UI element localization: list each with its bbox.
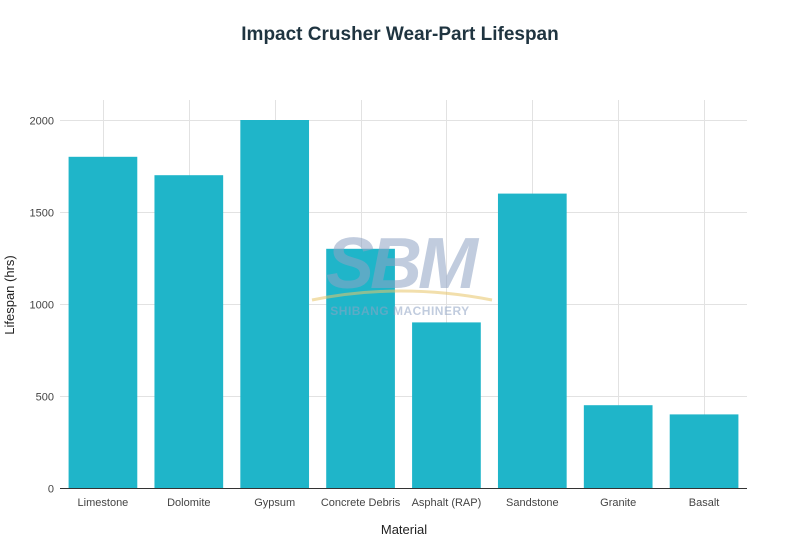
y-tick-label: 2000 <box>30 116 54 128</box>
chart-title: Impact Crusher Wear-Part Lifespan <box>241 24 558 45</box>
x-tick-label: Asphalt (RAP) <box>412 497 482 509</box>
bar <box>412 322 481 488</box>
bar <box>583 405 653 488</box>
y-tick-label: 1500 <box>30 208 54 220</box>
bar <box>154 175 224 488</box>
y-tick-label: 500 <box>36 392 54 404</box>
y-tick-label: 0 <box>48 484 54 496</box>
x-tick-label: Gypsum <box>254 497 295 509</box>
x-tick-label: Basalt <box>689 497 720 509</box>
y-axis-label: Lifespan (hrs) <box>2 255 17 334</box>
x-tick-label: Granite <box>600 497 636 509</box>
x-tick-label: Limestone <box>78 497 129 509</box>
x-tick-label: Concrete Debris <box>321 497 401 509</box>
bar <box>669 414 739 488</box>
bar <box>326 248 395 488</box>
watermark-subtitle: SHIBANG MACHINERY <box>330 304 469 318</box>
x-tick-label: Sandstone <box>506 497 559 509</box>
x-axis-label: Material <box>381 522 427 537</box>
bars <box>68 120 739 489</box>
bar <box>68 156 138 489</box>
bar <box>497 193 567 488</box>
y-axis-ticks: 0 500 1000 1500 2000 <box>30 116 54 496</box>
bar <box>240 120 310 488</box>
watermark-logo: SBM SHIBANG MACHINERY <box>311 224 493 318</box>
watermark-swoosh <box>311 289 493 302</box>
y-tick-label: 1000 <box>30 300 54 312</box>
x-tick-label: Dolomite <box>167 497 210 509</box>
x-axis-ticks: Limestone Dolomite Gypsum Concrete Debris As… <box>78 497 720 509</box>
